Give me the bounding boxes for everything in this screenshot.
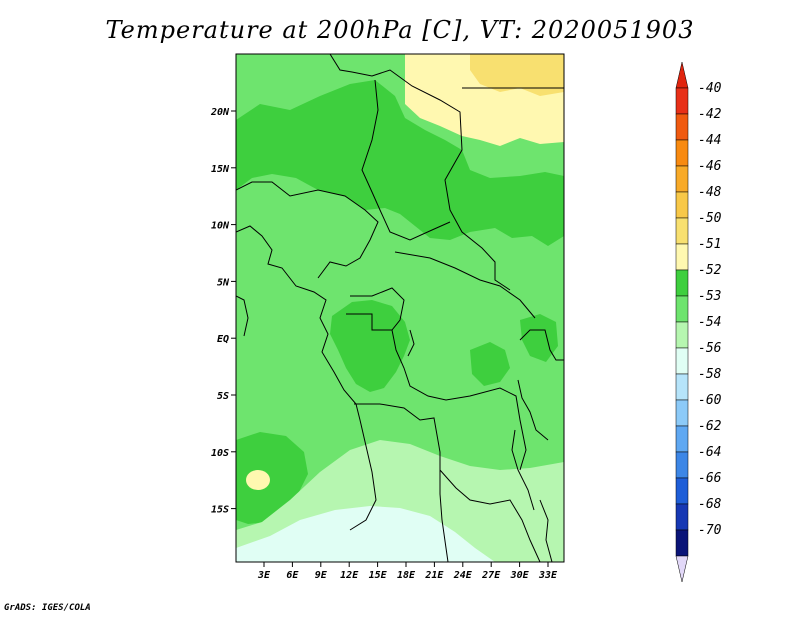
legend-label: -60 bbox=[698, 393, 722, 408]
lon-tick-label: 6E bbox=[286, 570, 299, 581]
field-level-52-east bbox=[470, 342, 510, 386]
lat-tick-label: 15S bbox=[211, 505, 229, 516]
lon-tick-label: 18E bbox=[397, 570, 416, 581]
lon-tick-label: 3E bbox=[257, 570, 271, 581]
legend-swatch bbox=[675, 191, 689, 219]
legend-label: -52 bbox=[698, 263, 722, 278]
legend-swatch bbox=[675, 139, 689, 167]
legend-label: -50 bbox=[698, 211, 722, 226]
legend-swatch bbox=[675, 425, 689, 453]
legend-label: -44 bbox=[698, 133, 721, 148]
legend-label: -42 bbox=[698, 107, 722, 122]
legend-label: -46 bbox=[698, 159, 722, 174]
color-legend: -40 -42 -44 -46 -48 -50 -51 -52 -53 -54 -56 -58 -60 -… bbox=[675, 61, 722, 583]
legend-swatch bbox=[675, 113, 689, 141]
legend-swatch bbox=[675, 503, 689, 531]
lon-tick-label: 30E bbox=[510, 570, 530, 581]
legend-label: -53 bbox=[698, 289, 721, 304]
legend-swatch bbox=[675, 347, 689, 375]
lon-tick-label: 21E bbox=[424, 570, 444, 581]
lon-tick-label: 9E bbox=[315, 570, 328, 581]
temperature-field bbox=[236, 54, 564, 562]
legend-swatch bbox=[675, 399, 689, 427]
legend-swatch bbox=[675, 87, 689, 115]
lon-tick-label: 15E bbox=[369, 570, 388, 581]
lat-tick-label: 20N bbox=[210, 107, 230, 118]
legend-label: -58 bbox=[698, 367, 722, 382]
legend-swatch bbox=[675, 321, 689, 349]
field-level-52-lakes bbox=[520, 314, 558, 362]
legend-label: -56 bbox=[698, 341, 722, 356]
lon-tick-label: 24E bbox=[453, 570, 473, 581]
lon-tick-label: 12E bbox=[340, 570, 359, 581]
field-level-50-north bbox=[470, 54, 564, 96]
credit-label: GrADS: IGES/COLA bbox=[4, 603, 91, 613]
legend-label: -68 bbox=[698, 497, 722, 512]
country-borders bbox=[236, 54, 564, 562]
lat-tick-label: 15N bbox=[211, 164, 230, 175]
legend-swatch bbox=[675, 477, 689, 505]
legend-swatch bbox=[675, 373, 689, 401]
field-level-51-southwest bbox=[246, 470, 270, 490]
legend-label: -64 bbox=[698, 445, 721, 460]
latitude-axis: 20N 15N 10N 5N EQ 5S 10S 15S bbox=[210, 107, 236, 516]
legend-swatch bbox=[675, 243, 689, 271]
legend-label: -51 bbox=[698, 237, 721, 252]
legend-swatch bbox=[675, 165, 689, 193]
field-level-52-north bbox=[236, 80, 564, 246]
legend-label: -70 bbox=[698, 523, 722, 538]
lat-tick-label: 10S bbox=[211, 448, 229, 459]
field-level-52-central bbox=[330, 300, 410, 392]
legend-swatch bbox=[675, 269, 689, 297]
lon-tick-label: 33E bbox=[538, 570, 558, 581]
chart-title: Temperature at 200hPa [C], VT: 202005190… bbox=[105, 16, 695, 44]
longitude-axis: 3E 6E 9E 12E 15E 18E 21E 24E 27E 30E 33E bbox=[257, 562, 558, 581]
legend-swatch bbox=[675, 529, 689, 557]
map-frame bbox=[235, 53, 565, 563]
lat-tick-label: 5N bbox=[217, 277, 230, 288]
legend-label: -66 bbox=[698, 471, 722, 486]
legend-swatch bbox=[675, 217, 689, 245]
legend-bottom-arrow bbox=[675, 555, 689, 583]
legend-label: -54 bbox=[698, 315, 721, 330]
field-level-56-south bbox=[236, 506, 495, 562]
legend-swatch bbox=[675, 295, 689, 323]
lat-tick-label: 5S bbox=[217, 391, 229, 402]
legend-top-arrow bbox=[675, 61, 689, 89]
legend-label: -62 bbox=[698, 419, 722, 434]
lat-tick-label: 10N bbox=[211, 221, 230, 232]
legend-label: -40 bbox=[698, 81, 722, 96]
legend-label: -48 bbox=[698, 185, 722, 200]
legend-swatch bbox=[675, 451, 689, 479]
lon-tick-label: 27E bbox=[481, 570, 501, 581]
lat-tick-label: EQ bbox=[217, 334, 229, 345]
